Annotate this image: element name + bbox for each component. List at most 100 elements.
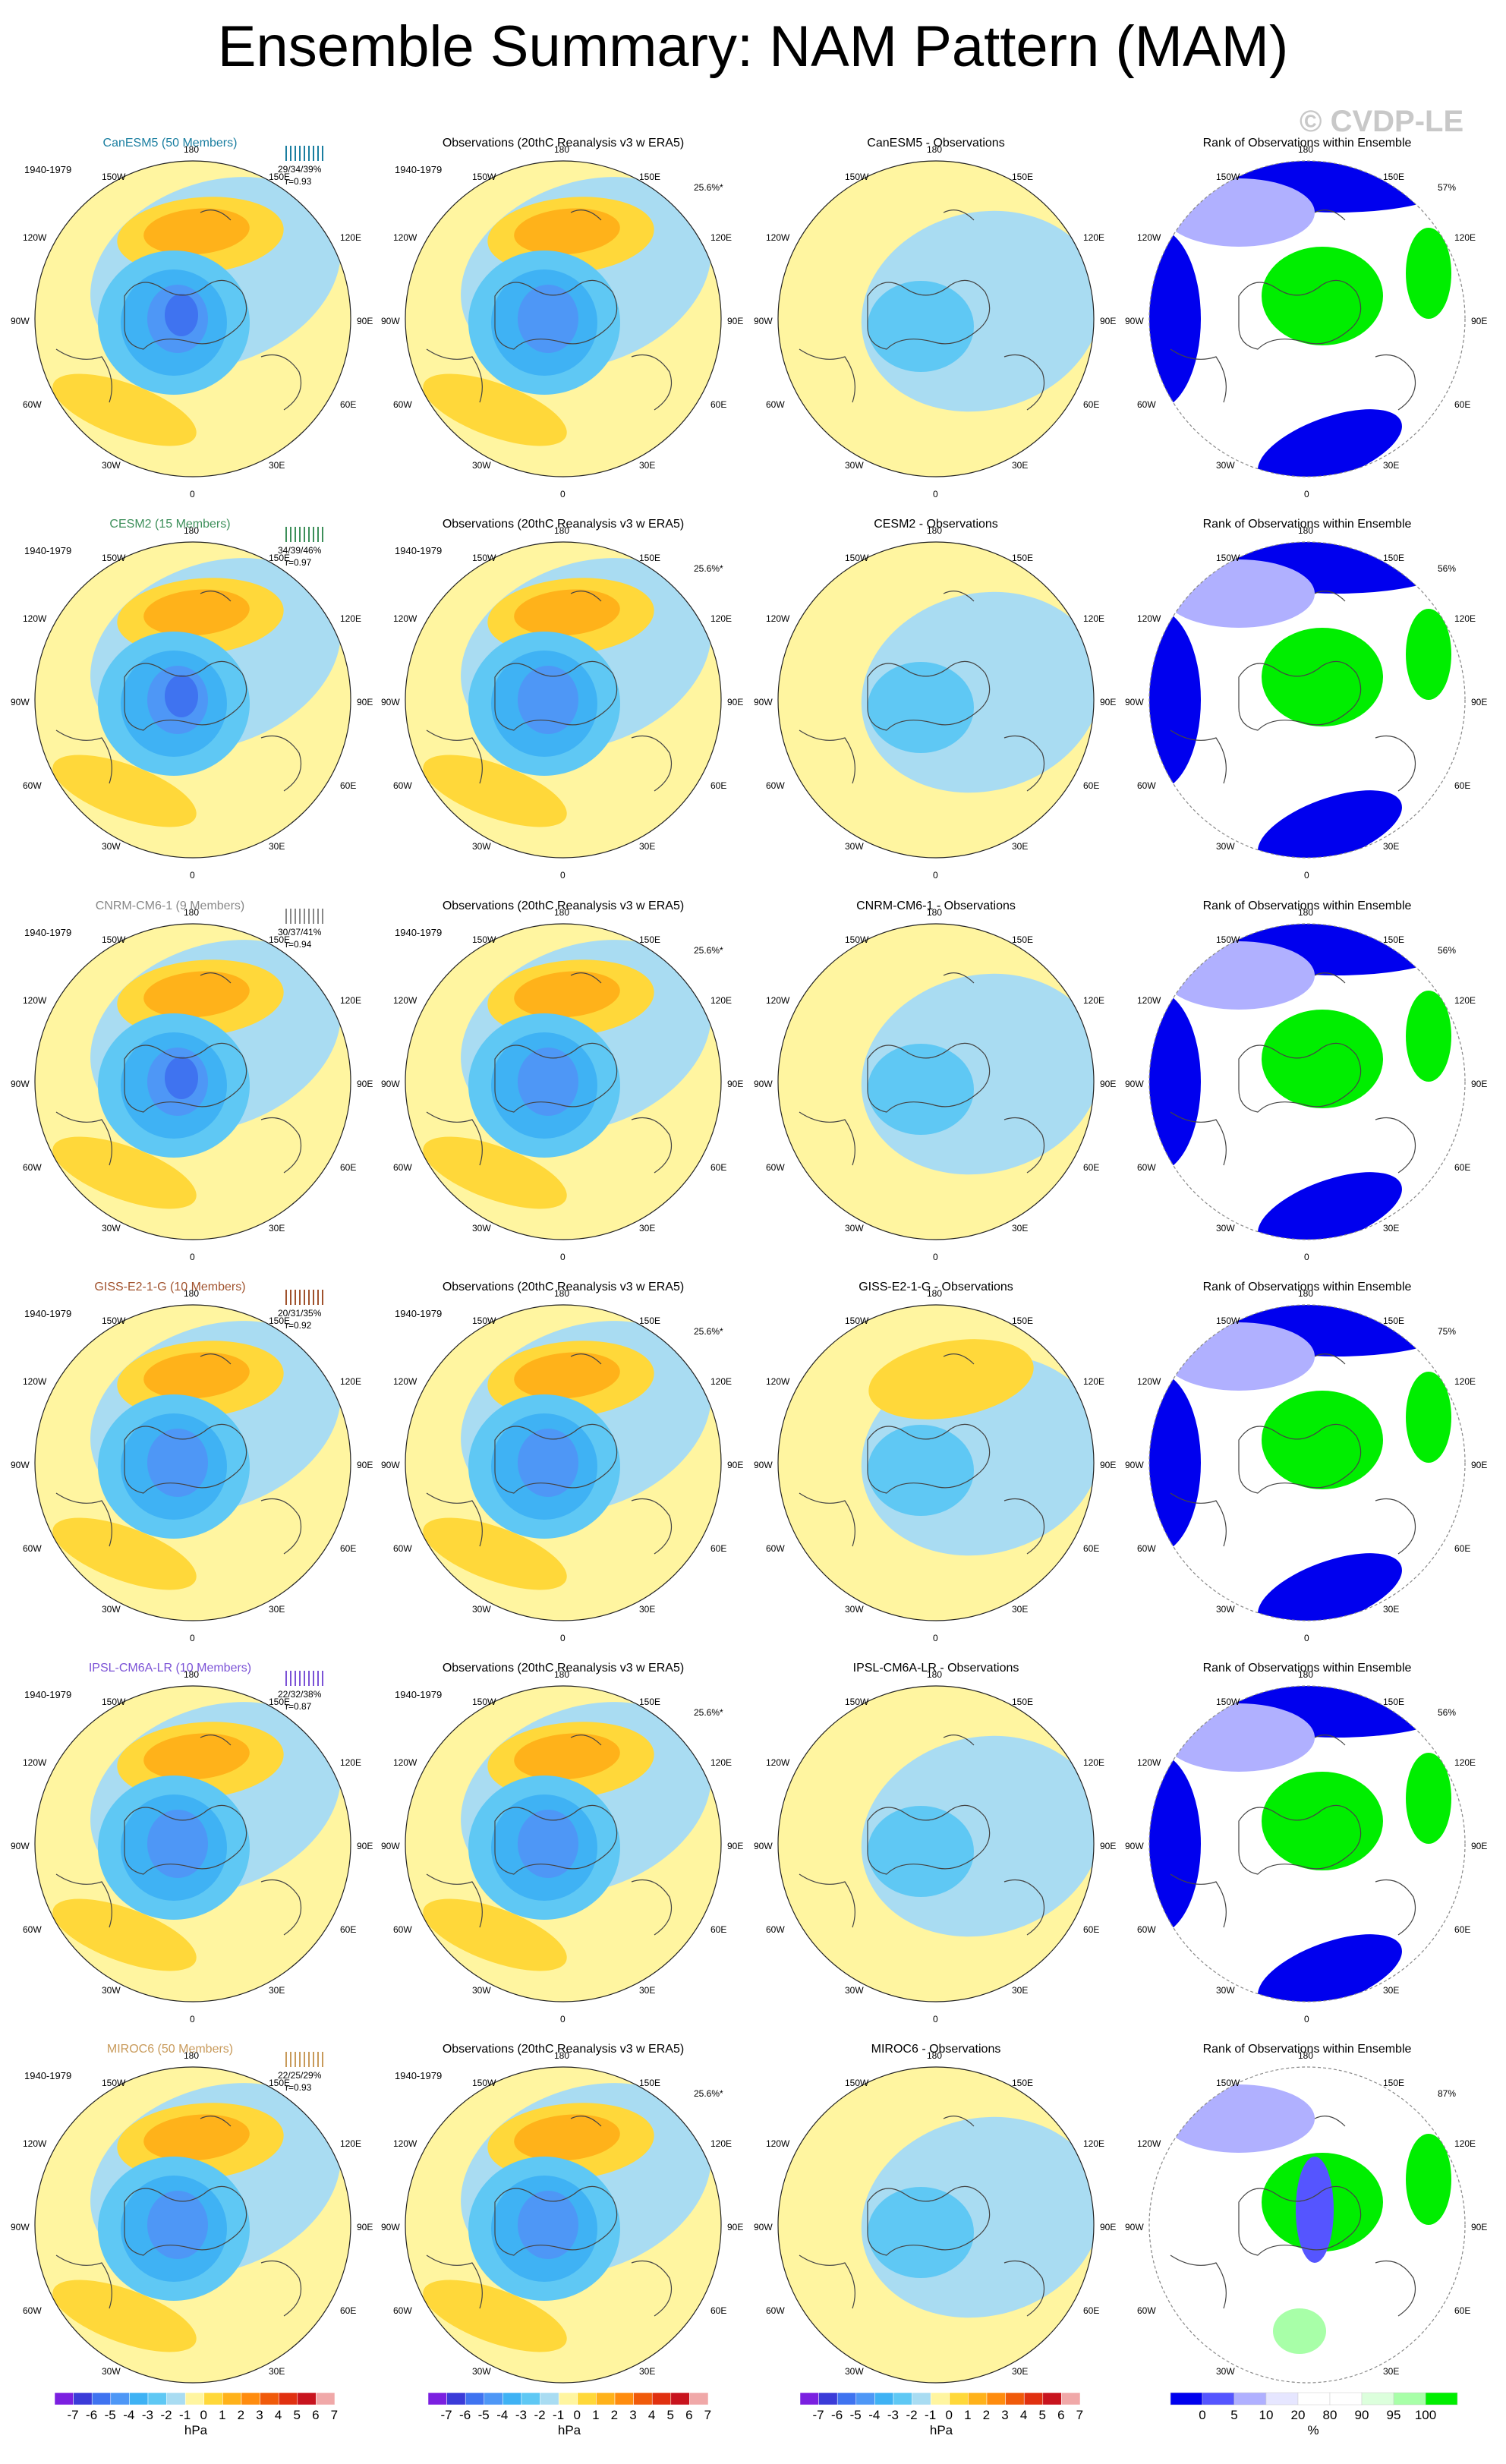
longitude-label: 60W [766,1162,785,1173]
negative-contour [165,1057,198,1099]
positive-contour [423,373,567,446]
longitude-label: 90W [11,1079,30,1089]
longitude-label: 90E [727,1841,744,1851]
variance-percent: 57% [1438,182,1457,193]
longitude-label: 180 [927,1669,943,1680]
colorbar-tick-label: 10 [1259,2408,1274,2422]
positive-contour [143,208,250,255]
longitude-label: 150E [269,1315,291,1326]
map-field [35,542,351,858]
colorbar-unit: hPa [184,2423,208,2437]
map-outline [34,541,351,859]
longitude-label: 120E [1083,1757,1105,1768]
negative-contour [868,2187,974,2278]
longitude-label: 120E [710,1376,733,1387]
map-outline [777,1685,1095,2002]
longitude-label: 0 [190,1633,195,1643]
map-outline [1148,1685,1466,2002]
longitude-label: 120W [766,1376,790,1387]
map-outline [777,541,1095,859]
longitude-label: 180 [554,525,570,536]
polar-map [405,923,722,1240]
longitude-label: 0 [190,2014,195,2024]
longitude-label: 60E [340,1543,357,1554]
longitude-label: 30E [639,1604,656,1615]
rank-panel: Rank of Observations within Ensemble 57% 1… [1125,121,1489,501]
longitude-label: 60W [23,1162,42,1173]
longitude-label: 150W [1216,1697,1240,1707]
coastline [426,210,673,411]
colorbar-swatch [596,2392,616,2406]
longitude-label: 30W [102,841,121,852]
colorbar-tick-label: 5 [1038,2408,1046,2422]
colorbar-swatch [1393,2392,1426,2406]
period-label: 1940-1979 [24,2070,72,2081]
rank-low-region [1149,991,1201,1173]
longitude-label: 150E [1012,553,1034,563]
longitude-label: 120E [1083,1376,1105,1387]
longitude-label: 150W [102,172,126,182]
colorbar-swatch [1233,2392,1267,2406]
longitude-label: 60E [1454,1543,1471,1554]
rank-high-region [1406,1372,1451,1463]
longitude-label: 120E [340,995,362,1006]
coastline [1238,1423,1362,1494]
colorbar-tick-label: -6 [831,2408,843,2422]
map-outline [777,923,1095,1240]
longitude-label: 180 [1298,144,1314,155]
longitude-label: 60W [393,399,412,410]
polar-map [777,2066,1095,2384]
difference-panel: CESM2 - Observations 180 150W 150E 120W 120E 9… [754,503,1118,882]
longitude-label: 30E [639,1985,656,1996]
longitude-label: 60E [710,1924,727,1935]
longitude-label: 180 [927,525,943,536]
polar-map [405,160,722,477]
positive-contour [143,971,250,1018]
coastline [867,279,991,350]
longitude-label: 180 [927,144,943,155]
rank-region [1163,941,1315,1010]
longitude-label: 90E [727,1460,744,1470]
negative-contour [518,2191,578,2259]
panel-title: Rank of Observations within Ensemble [1202,1281,1412,1293]
coastline [124,660,247,731]
longitude-label: 0 [933,2014,938,2024]
coastline [55,1735,302,1936]
polar-map [777,1685,1095,2002]
difference-panel: CNRM-CM6-1 - Observations 180 150W 150E 120W… [754,884,1118,1264]
map-field [35,1305,351,1621]
colorbar-tick-label: 5 [666,2408,674,2422]
pattern-stats: 29/34/39% [278,164,322,175]
longitude-label: 120E [710,995,733,1006]
pattern-stats: 20/31/35% [278,1308,322,1319]
panel-title: Rank of Observations within Ensemble [1202,137,1412,150]
polar-map [777,1304,1095,1621]
longitude-label: 60W [23,2305,42,2316]
model-pattern-panel: CESM2 (15 Members) 1940-1979 34/39/46% r=0.… [11,503,375,882]
map-field [405,2067,721,2383]
map-field [405,1305,721,1621]
longitude-label: 30E [1383,1985,1400,1996]
colorbar-swatch [1042,2392,1062,2406]
variance-percent: 25.6%* [694,182,723,193]
coastline [799,972,1045,1174]
longitude-label: 120E [1454,613,1476,624]
longitude-label: 30W [1216,1223,1235,1234]
longitude-label: 90E [1100,1079,1117,1089]
panel-title: CanESM5 (50 Members) [102,137,238,150]
rank-region [1296,2157,1334,2263]
longitude-label: 30W [845,1985,864,1996]
negative-contour [868,662,974,753]
longitude-label: 90W [754,316,773,326]
longitude-label: 90W [1125,1460,1144,1470]
variance-percent: 25.6%* [694,1707,723,1718]
variance-percent: 56% [1438,1707,1457,1718]
longitude-label: 90E [727,1079,744,1089]
colorbar-swatch [316,2392,336,2406]
longitude-label: 120W [393,2138,417,2149]
longitude-label: 180 [184,1288,200,1299]
negative-contour [518,1429,578,1497]
longitude-label: 90W [1125,1841,1144,1851]
rank-low-region [1149,1753,1201,1935]
negative-contour [147,1429,208,1497]
